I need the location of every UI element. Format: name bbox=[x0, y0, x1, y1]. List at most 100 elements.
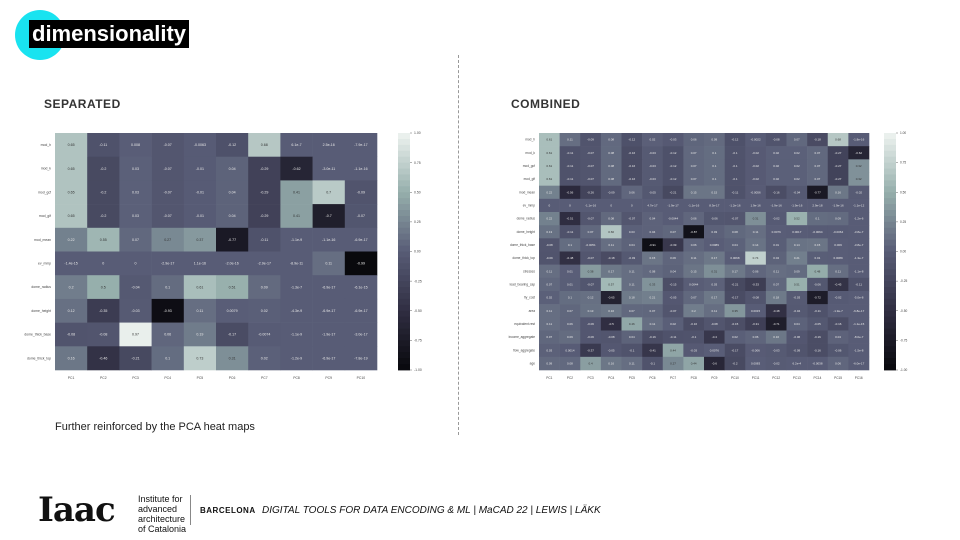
heatmap-cell bbox=[662, 291, 684, 305]
heatmap-cell bbox=[312, 346, 346, 371]
heatmap-cell bbox=[539, 343, 560, 358]
cell-label: 0.0015 bbox=[751, 309, 761, 313]
cell-label: -0.77 bbox=[228, 238, 236, 242]
cell-label: -0.1 bbox=[629, 348, 635, 352]
cell-label: -7.9e-17 bbox=[354, 143, 367, 147]
cell-label: -0.16 bbox=[628, 151, 635, 155]
cell-label: 0.02 bbox=[773, 177, 779, 181]
cell-label: 0.04 bbox=[835, 335, 841, 339]
heatmap-cell bbox=[745, 304, 767, 318]
heatmap-cell bbox=[745, 317, 767, 331]
heatmap-cell bbox=[344, 227, 378, 252]
heatmap-cell bbox=[55, 322, 88, 347]
cell-label: -0.03 bbox=[628, 256, 635, 260]
heatmap-cell bbox=[539, 146, 560, 160]
cell-label: -0.03 bbox=[649, 177, 656, 181]
cell-label: 0.02 bbox=[261, 309, 268, 313]
colorbar-segment bbox=[884, 322, 896, 329]
cell-label: 0 bbox=[569, 203, 571, 207]
heatmap-cell bbox=[119, 156, 152, 181]
heatmap-cell bbox=[600, 304, 622, 318]
cell-label: 0.1 bbox=[568, 243, 573, 247]
cell-label: 0.02 bbox=[773, 151, 779, 155]
heatmap-cell bbox=[55, 156, 88, 181]
cell-label: 0.0076 bbox=[772, 230, 782, 234]
colorbar-segment bbox=[398, 346, 410, 353]
y-tick-label: mod_k bbox=[41, 167, 51, 171]
heatmap-cell bbox=[745, 277, 767, 292]
cell-label: -0.07 bbox=[164, 191, 172, 195]
cell-label: -6.9e-17 bbox=[322, 356, 335, 360]
heatmap-cell bbox=[724, 212, 746, 226]
heatmap-cell bbox=[724, 317, 746, 331]
cell-label: -0.03 bbox=[649, 164, 656, 168]
cell-label: -0.07 bbox=[357, 214, 365, 218]
heatmap-cell bbox=[745, 212, 767, 226]
cell-label: -1.3e-7 bbox=[854, 256, 864, 260]
heatmap-cell bbox=[827, 212, 849, 226]
heatmap-cell bbox=[765, 212, 787, 226]
caption: Further reinforced by the PCA heat maps bbox=[55, 421, 255, 433]
y-tick-label: area bbox=[529, 309, 536, 313]
cell-label: 0.15 bbox=[691, 269, 697, 273]
heatmap-cell bbox=[827, 264, 849, 279]
heatmap-cell bbox=[848, 212, 870, 226]
heatmap-cell bbox=[621, 317, 643, 331]
cell-label: 0.66 bbox=[608, 230, 614, 234]
heatmap-cell bbox=[216, 322, 249, 347]
heatmap-cell bbox=[683, 212, 705, 226]
heatmap-cell bbox=[559, 251, 581, 265]
cell-label: -0.0064 bbox=[812, 230, 823, 234]
heatmap-cell bbox=[600, 291, 622, 305]
heatmap-cell bbox=[539, 185, 560, 200]
cell-label: -1.8e-16 bbox=[853, 138, 865, 142]
heatmap-cell bbox=[662, 133, 684, 147]
cell-label: -0.41 bbox=[649, 348, 656, 352]
heatmap-cell bbox=[704, 356, 725, 371]
cell-label: -0.06 bbox=[814, 282, 821, 286]
heatmap-cell bbox=[87, 275, 120, 300]
cell-label: 0.16 bbox=[773, 335, 779, 339]
colorbar-tick-label: 0.25 bbox=[900, 220, 906, 224]
y-tick-label: mod_h bbox=[41, 143, 51, 147]
heatmap-cell bbox=[55, 275, 88, 300]
colorbar-segment bbox=[884, 346, 896, 353]
cell-label: 0.18 bbox=[629, 296, 635, 300]
cell-label: 0.09 bbox=[546, 361, 552, 365]
x-tick-label: PC6 bbox=[229, 376, 236, 380]
cell-label: 0.11 bbox=[691, 256, 697, 260]
heatmap-cell bbox=[119, 204, 152, 229]
heatmap-cell bbox=[642, 172, 664, 186]
colorbar-segment bbox=[884, 316, 896, 323]
colorbar-segment bbox=[398, 328, 410, 335]
heatmap-cell bbox=[807, 225, 829, 239]
heatmap-cell bbox=[724, 304, 746, 318]
heatmap-cell bbox=[183, 156, 217, 181]
cell-label: -0.0044 bbox=[668, 217, 679, 221]
heatmap-cell bbox=[662, 212, 684, 226]
cell-label: -0.48 bbox=[567, 256, 574, 260]
y-tick-label: dome_height bbox=[517, 230, 536, 234]
cell-label: -0.02 bbox=[752, 164, 759, 168]
cell-label: 0.0017 bbox=[792, 230, 802, 234]
y-tick-label: mod_k bbox=[525, 151, 535, 155]
cell-label: 0.1 bbox=[712, 177, 717, 181]
cell-label: 0.74 bbox=[753, 256, 759, 260]
cell-label: 0.17 bbox=[608, 269, 614, 273]
cell-label: 0.06 bbox=[691, 138, 697, 142]
cell-label: -0.02 bbox=[773, 361, 780, 365]
cell-label: 0.04 bbox=[794, 322, 800, 326]
heatmap-cell bbox=[724, 159, 746, 173]
heatmap-cell bbox=[119, 275, 152, 300]
heatmap-cell bbox=[559, 317, 581, 331]
colorbar-segment bbox=[884, 198, 896, 205]
heatmap-cell bbox=[724, 330, 746, 344]
heatmap-cell bbox=[765, 225, 787, 239]
heatmap-cell bbox=[827, 198, 849, 213]
heatmap-cell bbox=[539, 317, 560, 331]
cell-label: -0.06 bbox=[587, 322, 594, 326]
heatmap-cell bbox=[827, 317, 849, 331]
colorbar-tick-label: -0.50 bbox=[900, 309, 907, 313]
cell-label: 0.01 bbox=[567, 282, 573, 286]
colorbar-segment bbox=[398, 269, 410, 276]
